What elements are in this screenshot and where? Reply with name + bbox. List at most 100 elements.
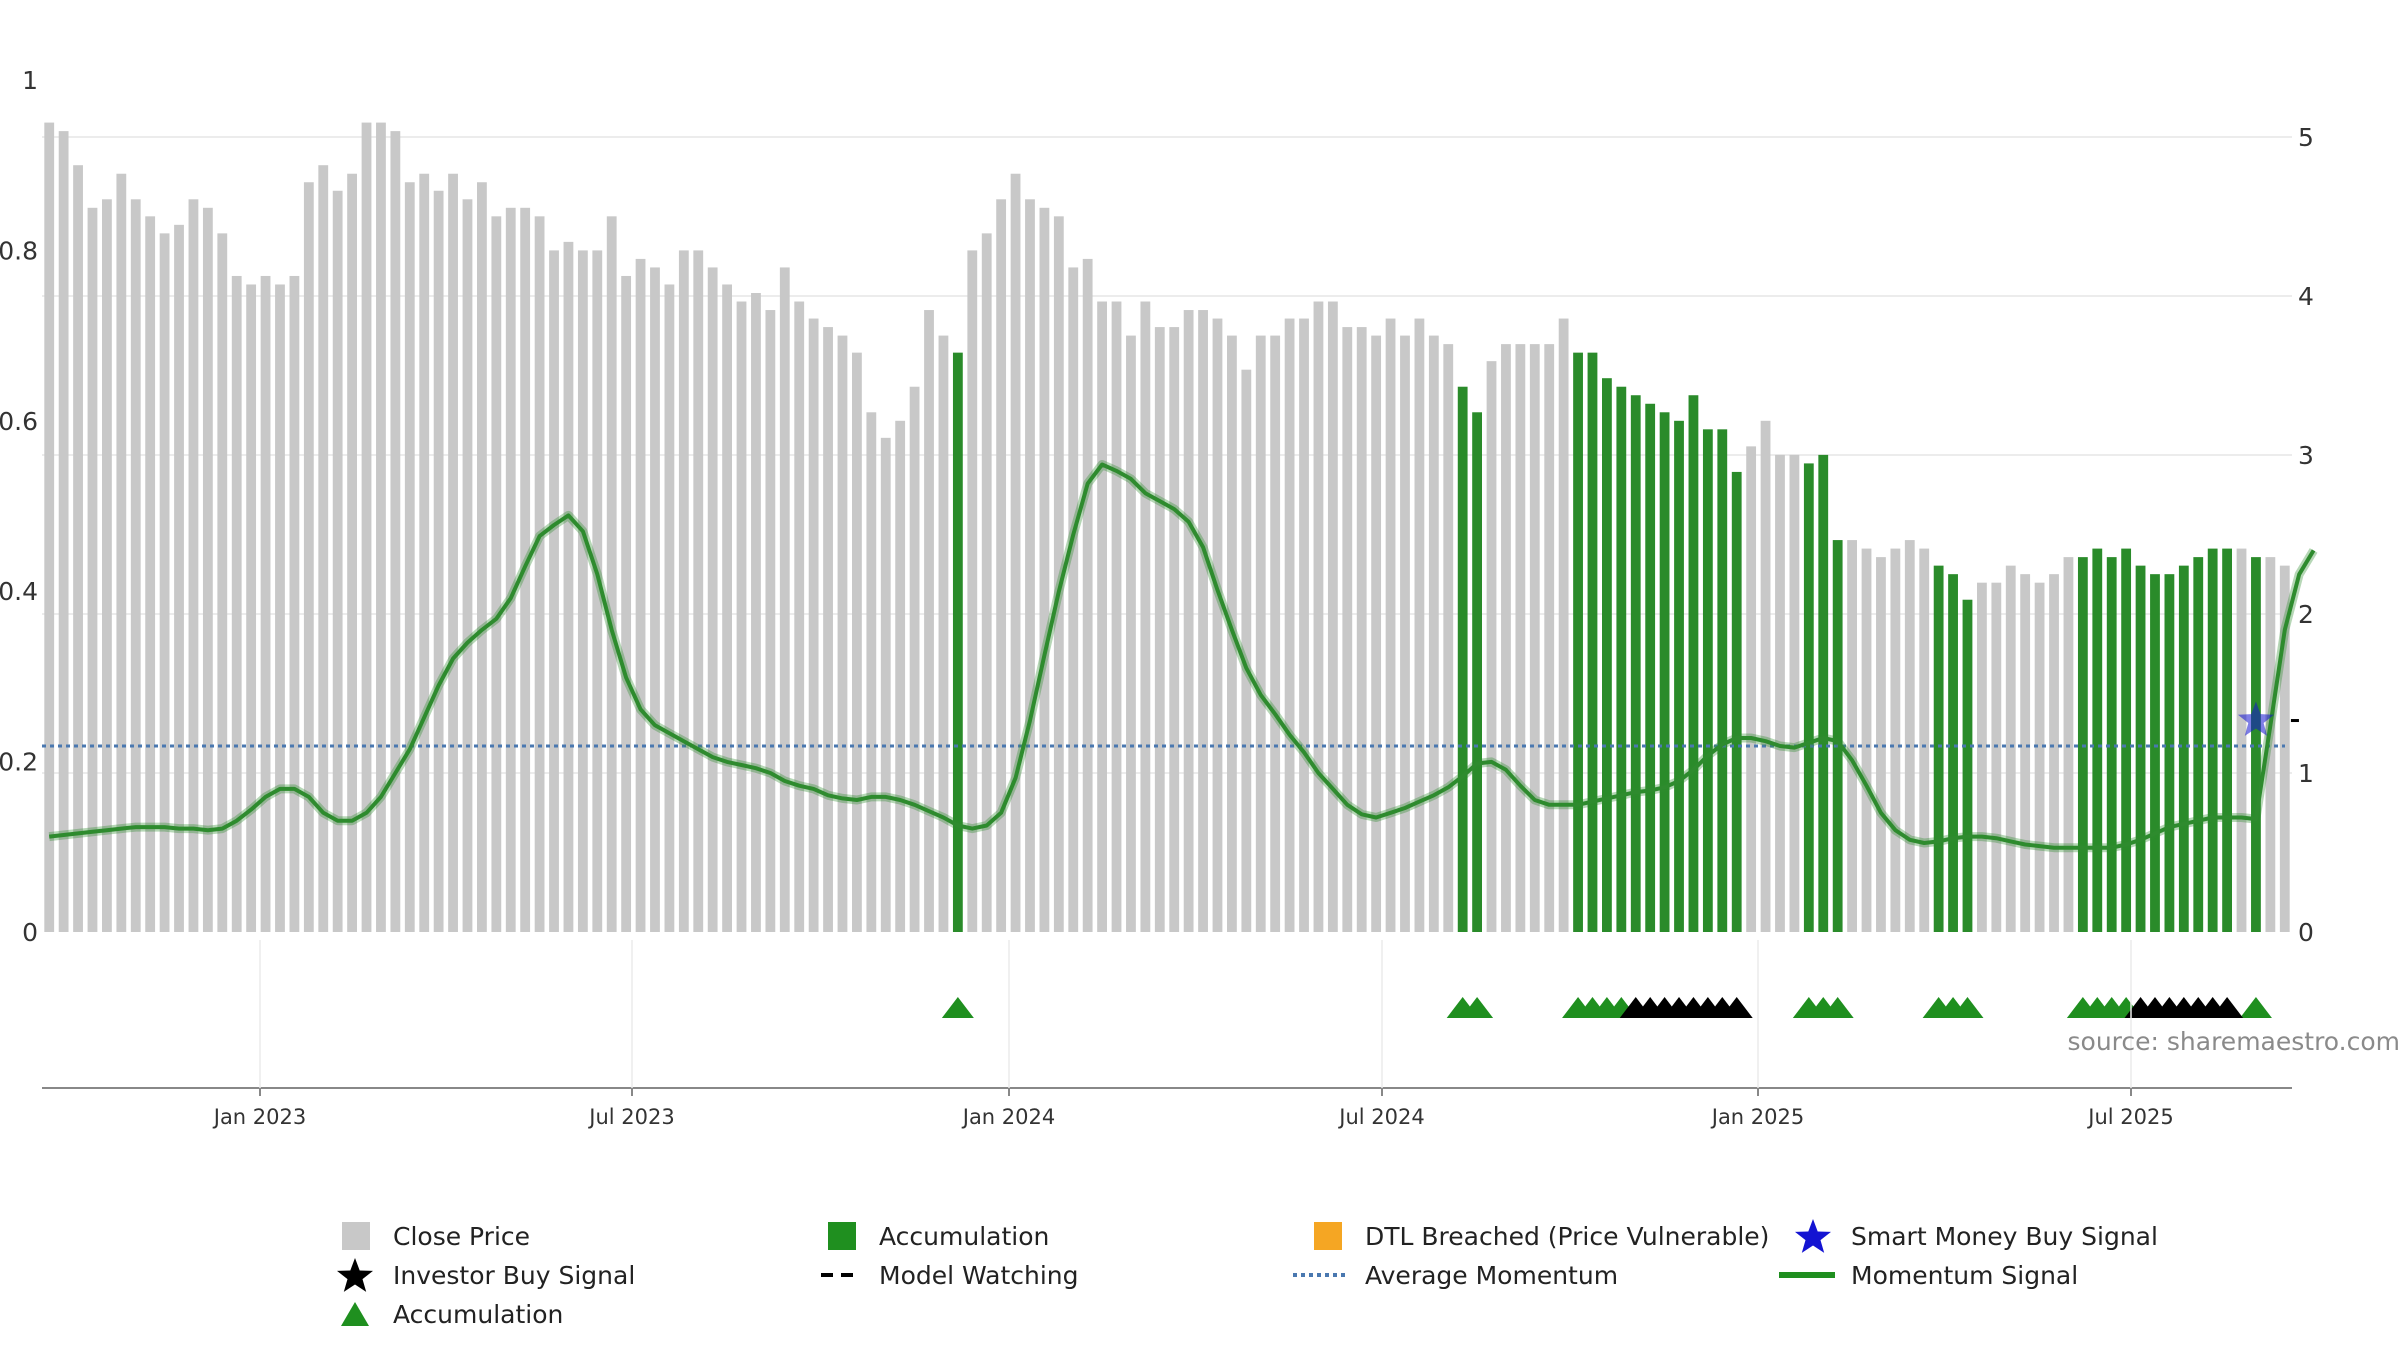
accumulation-bar (952, 352, 963, 932)
close-price-bar (217, 233, 228, 933)
right-tick-label: 1 (2298, 759, 2314, 788)
close-price-bar (462, 199, 473, 932)
accumulation-bar (2092, 548, 2103, 932)
close-price-bar (1255, 335, 1266, 933)
right-axis-ticks: 0 1 2 3 4 5 (2298, 123, 2314, 947)
close-price-bar (159, 233, 170, 933)
close-price-bar (534, 216, 545, 932)
close-price-bar (794, 301, 805, 932)
source-label: source: sharemaestro.com (2068, 1027, 2400, 1056)
accumulation-bar (1731, 471, 1742, 932)
accumulation-bar (1717, 429, 1728, 932)
accumulation-bar (1803, 463, 1814, 932)
close-price-bar (246, 284, 257, 933)
close-price-bar (1991, 582, 2002, 932)
close-price-bar (1169, 327, 1180, 933)
close-price-bar (433, 190, 444, 932)
x-tick-label: Jul 2024 (1337, 1105, 1424, 1129)
close-price-bar (1313, 301, 1324, 932)
close-price-bar (1428, 335, 1439, 933)
close-price-bar (1371, 335, 1382, 933)
accumulation-bar (2178, 565, 2189, 932)
right-tick-label: 4 (2298, 282, 2314, 311)
close-price-bar (1342, 327, 1353, 933)
close-price-bar (1270, 335, 1281, 933)
left-tick-label: 0 (22, 918, 38, 947)
close-price-bar (1039, 207, 1050, 933)
close-price-bar (1299, 318, 1309, 932)
close-price-bar (650, 267, 660, 932)
accumulation-bar (1948, 574, 1958, 932)
x-axis: Jan 2023 Jul 2023 Jan 2024 Jul 2024 Jan 2025… (42, 940, 2292, 1129)
close-price-bar (116, 173, 127, 933)
close-price-bar (87, 207, 98, 933)
close-price-bar (289, 275, 300, 933)
close-price-bar (765, 310, 776, 932)
close-price-bar (1529, 344, 1540, 932)
accumulation-triangle (2239, 997, 2272, 1018)
close-price-bar (1876, 557, 1886, 932)
close-price-bar (1385, 318, 1396, 932)
close-price-bar (866, 412, 877, 932)
close-price-bar (2279, 565, 2290, 932)
close-price-bar (2049, 574, 2059, 932)
momentum-signal-line (48, 462, 2316, 850)
close-price-bar (174, 224, 184, 933)
close-price-bar (1890, 548, 1901, 932)
close-price-bar (1154, 327, 1165, 933)
close-price-bar (1919, 548, 1930, 932)
close-price-bar (1904, 540, 1915, 932)
close-price-bar (376, 122, 386, 933)
close-price-bar (1414, 318, 1425, 932)
gridlines (42, 136, 2292, 774)
close-price-bar (1760, 420, 1771, 932)
close-price-bar (2236, 548, 2247, 932)
close-price-bar (491, 216, 502, 932)
close-price-bar (837, 335, 848, 933)
close-price-bar (2265, 557, 2276, 932)
close-price-bar (1486, 361, 1497, 932)
accumulation-bar (2222, 548, 2232, 932)
accumulation-bar (1457, 386, 1468, 933)
accumulation-bar (2150, 574, 2160, 932)
close-price-bar (361, 122, 372, 933)
investor-buy-marker (2211, 997, 2244, 1018)
close-price-bar (505, 207, 516, 933)
accumulation-triangle (1821, 997, 1854, 1018)
close-price-bar (1861, 548, 1872, 932)
close-price-bar (563, 241, 574, 932)
smart-money-buy-star (2237, 701, 2274, 736)
accumulation-bar (1962, 599, 1973, 932)
close-price-bar (1501, 344, 1511, 932)
close-price-bar (1068, 267, 1079, 932)
close-price-bar (549, 250, 559, 932)
close-price-bar (1443, 344, 1454, 932)
close-price-bar (1126, 335, 1136, 933)
accumulation-bar (2207, 548, 2218, 932)
close-price-bar (981, 233, 992, 933)
close-price-bar (1746, 446, 1757, 932)
close-price-bar (751, 293, 761, 932)
close-price-bar (1053, 216, 1064, 932)
close-price-bar (1356, 327, 1367, 933)
accumulation-bar (2251, 557, 2261, 932)
x-tick-label: Jan 2023 (212, 1105, 307, 1129)
close-price-bar (1544, 344, 1555, 932)
close-price-bar (303, 182, 314, 933)
accumulation-bar (2164, 574, 2175, 932)
investor-buy-marker (1720, 997, 1753, 1018)
close-price-bar (938, 335, 949, 933)
close-price-bar (693, 250, 704, 932)
close-price-bar (707, 267, 718, 932)
accumulation-triangle (941, 997, 974, 1018)
accumulation-bar (1688, 395, 1699, 932)
x-tick-label: Jul 2023 (587, 1105, 674, 1129)
close-price-bar (1284, 318, 1295, 932)
close-price-bar (1025, 199, 1035, 932)
accumulation-bar (1587, 352, 1598, 932)
close-price-bar (44, 122, 55, 933)
right-tick-label: 2 (2298, 600, 2314, 629)
accumulation-bar (1659, 412, 1670, 932)
close-price-bar (188, 199, 199, 932)
